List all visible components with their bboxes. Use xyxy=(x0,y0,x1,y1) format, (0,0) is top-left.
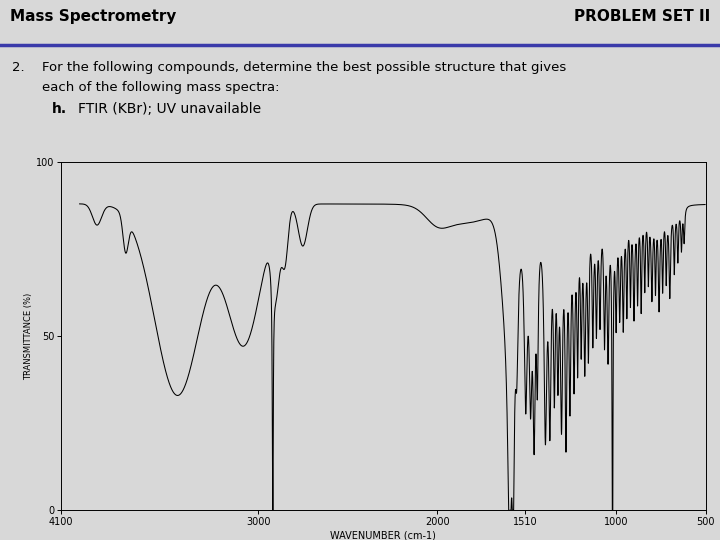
Text: Mass Spectrometry: Mass Spectrometry xyxy=(10,9,176,24)
Text: each of the following mass spectra:: each of the following mass spectra: xyxy=(42,82,279,94)
Y-axis label: TRANSMITTANCE (%): TRANSMITTANCE (%) xyxy=(24,293,33,380)
X-axis label: WAVENUMBER (cm-1): WAVENUMBER (cm-1) xyxy=(330,530,436,540)
Text: For the following compounds, determine the best possible structure that gives: For the following compounds, determine t… xyxy=(42,61,566,74)
Text: FTIR (KBr); UV unavailable: FTIR (KBr); UV unavailable xyxy=(78,102,261,116)
Text: PROBLEM SET II: PROBLEM SET II xyxy=(574,9,710,24)
Text: h.: h. xyxy=(52,102,67,116)
Text: 2.: 2. xyxy=(12,61,24,74)
